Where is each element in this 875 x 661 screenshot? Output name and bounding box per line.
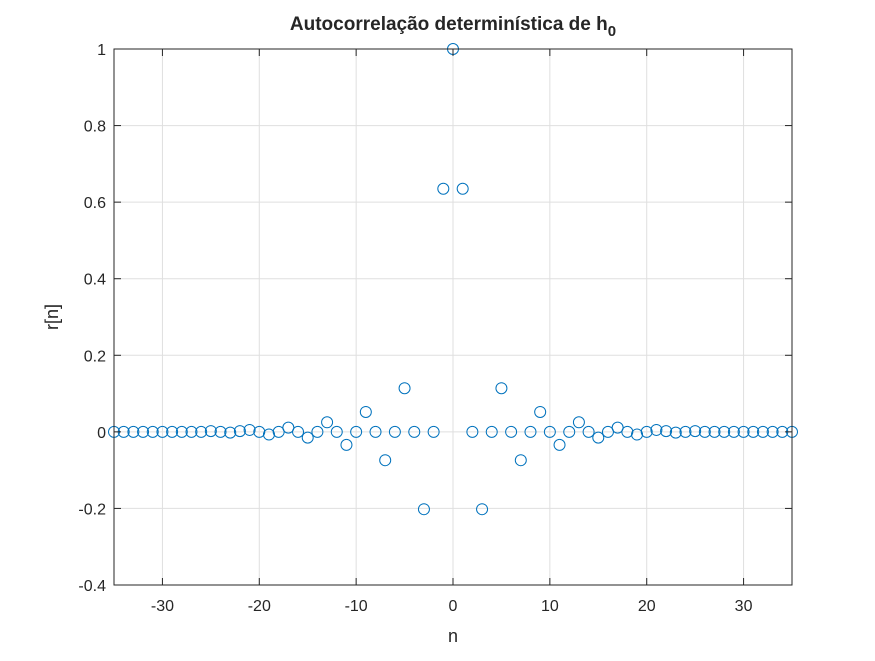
x-tick-label: 10 (541, 598, 559, 615)
ticks (114, 48, 792, 586)
data-point (359, 405, 372, 418)
data-point (262, 428, 275, 441)
data-point (437, 182, 450, 195)
data-point (398, 382, 411, 395)
x-tick-label: 30 (735, 598, 753, 615)
y-tick-label: 0.8 (84, 119, 106, 136)
data-point (214, 425, 227, 438)
data-point (534, 405, 547, 418)
data-point (340, 438, 353, 451)
y-tick-label: -0.2 (78, 501, 106, 518)
data-point (727, 425, 740, 438)
data-point (485, 425, 498, 438)
data-point (369, 425, 382, 438)
data-point (553, 438, 566, 451)
data-point (224, 426, 237, 439)
data-point (669, 426, 682, 439)
data-point (379, 454, 392, 467)
data-point (185, 425, 198, 438)
data-point (756, 425, 769, 438)
y-axis-label: r[n] (42, 304, 62, 330)
data-point (156, 425, 169, 438)
data-point (718, 425, 731, 438)
data-point (495, 382, 508, 395)
data-point (427, 425, 440, 438)
data-point (505, 425, 518, 438)
y-tick-labels: -0.4 -0.2 0 0.2 0.4 0.6 0.8 1 (78, 42, 106, 595)
data-point (204, 425, 217, 438)
data-point (476, 503, 489, 516)
data-point (146, 425, 159, 438)
data-point (737, 425, 750, 438)
data-point (650, 423, 663, 436)
data-point (137, 425, 150, 438)
data-point (708, 425, 721, 438)
x-tick-label: -10 (345, 598, 368, 615)
data-point (631, 428, 644, 441)
data-point (166, 425, 179, 438)
chart-title: Autocorrelação determinística de h0 (290, 14, 616, 40)
data-point (321, 416, 334, 429)
x-tick-label: -20 (248, 598, 271, 615)
y-tick-label: 0.2 (84, 348, 106, 365)
x-axis-label: n (448, 626, 458, 646)
data-point (466, 425, 479, 438)
data-point (563, 425, 576, 438)
data-point (350, 425, 363, 438)
data-point (417, 503, 430, 516)
x-tick-label: 20 (638, 598, 656, 615)
data-point (524, 425, 537, 438)
data-point (621, 425, 634, 438)
data-point (572, 416, 585, 429)
data-point (514, 454, 527, 467)
data-point (592, 431, 605, 444)
data-point (292, 425, 305, 438)
x-tick-label: -30 (151, 598, 174, 615)
data-markers (108, 43, 798, 516)
data-point (660, 425, 673, 438)
data-point (640, 425, 653, 438)
data-point (747, 425, 760, 438)
data-point (698, 425, 711, 438)
data-point (233, 425, 246, 438)
data-point (195, 425, 208, 438)
x-tick-label: 0 (449, 598, 458, 615)
data-point (330, 425, 343, 438)
data-point (689, 425, 702, 438)
data-point (301, 431, 314, 444)
data-point (679, 425, 692, 438)
data-point (543, 425, 556, 438)
data-point (243, 423, 256, 436)
y-tick-label: 1 (97, 42, 106, 59)
y-tick-label: 0.4 (84, 272, 106, 289)
data-point (388, 425, 401, 438)
data-point (175, 425, 188, 438)
data-point (253, 425, 266, 438)
y-tick-label: 0 (97, 425, 106, 442)
data-point (582, 425, 595, 438)
data-point (456, 182, 469, 195)
x-tick-labels: -30 -20 -10 0 10 20 30 (151, 598, 753, 615)
data-point (766, 425, 779, 438)
y-tick-label: -0.4 (78, 578, 106, 595)
data-point (127, 425, 140, 438)
y-tick-label: 0.6 (84, 195, 106, 212)
data-point (408, 425, 421, 438)
data-point (311, 425, 324, 438)
